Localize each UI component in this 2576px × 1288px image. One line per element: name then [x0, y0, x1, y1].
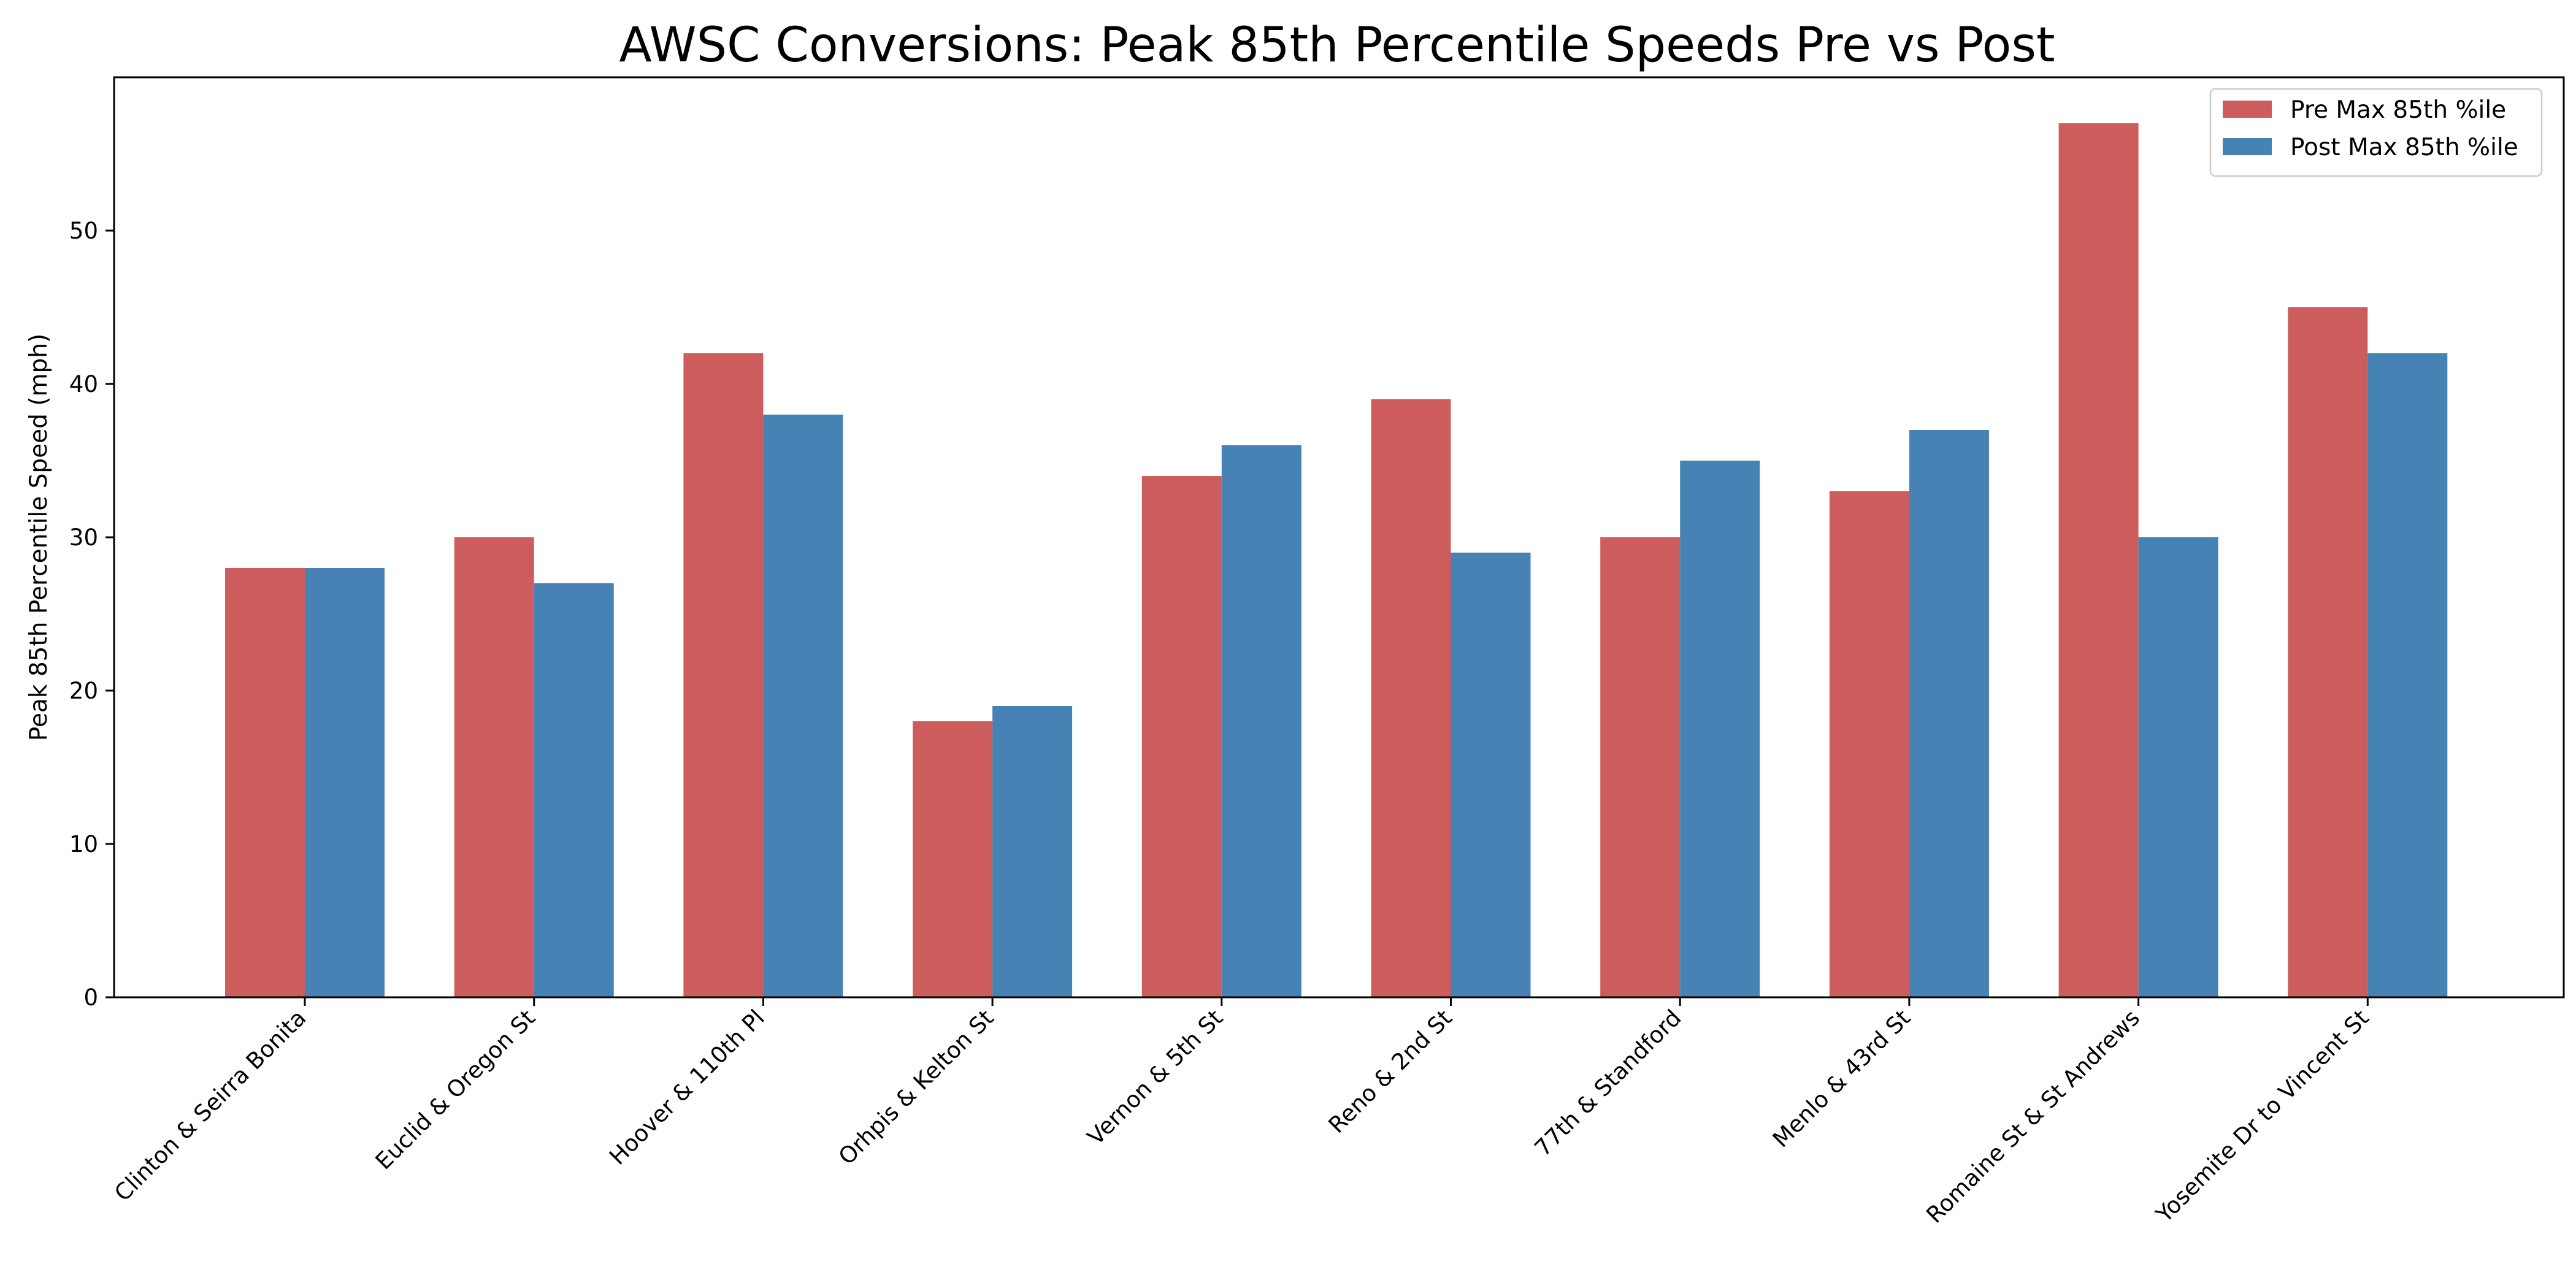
- bar-post-hoover-110th-pl: [763, 415, 843, 997]
- legend-swatch-pre: [2223, 101, 2272, 118]
- legend: Pre Max 85th %ile Post Max 85th %ile: [2209, 88, 2543, 177]
- bar-pre-hoover-110th-pl: [683, 353, 764, 997]
- bar-post-clinton-seirra-bonita: [305, 568, 385, 997]
- bar-post-euclid-oregon-st: [534, 583, 614, 997]
- bar-pre-reno-2nd-st: [1371, 399, 1451, 997]
- bar-post-77th-standford: [1680, 461, 1760, 997]
- bar-pre-romaine-st-st-andrews: [2058, 123, 2139, 997]
- legend-swatch-post: [2223, 138, 2272, 155]
- bar-pre-menlo-43rd-st: [1829, 491, 1909, 997]
- bar-post-orhpis-kelton-st: [992, 706, 1073, 997]
- bar-post-romaine-st-st-andrews: [2138, 537, 2218, 997]
- bar-post-reno-2nd-st: [1451, 553, 1531, 997]
- bar-pre-77th-standford: [1600, 537, 1681, 997]
- y-axis-label: Peak 85th Percentile Speed (mph): [25, 334, 53, 741]
- y-tick-label: 0: [83, 984, 98, 1011]
- bar-pre-euclid-oregon-st: [454, 537, 534, 997]
- y-tick-label: 20: [69, 678, 98, 704]
- bar-post-menlo-43rd-st: [1909, 430, 1989, 997]
- bar-pre-orhpis-kelton-st: [913, 721, 993, 997]
- legend-label-post: Post Max 85th %ile: [2290, 134, 2518, 161]
- y-tick-label: 40: [69, 371, 98, 397]
- y-tick-label: 10: [69, 831, 98, 857]
- y-tick-label: 30: [69, 524, 98, 551]
- bar-post-vernon-5th-st: [1221, 445, 1301, 997]
- bar-pre-clinton-seirra-bonita: [225, 568, 305, 997]
- bars-group: [225, 123, 2448, 997]
- y-tick-label: 50: [69, 218, 98, 244]
- legend-frame: [2209, 88, 2543, 177]
- bar-pre-yosemite-dr-to-vincent-st: [2288, 307, 2368, 997]
- plot-frame: [113, 76, 2565, 999]
- chart-title: AWSC Conversions: Peak 85th Percentile S…: [619, 18, 2055, 73]
- y-axis: 0 10 20 30 40 50: [69, 218, 114, 1011]
- legend-label-pre: Pre Max 85th %ile: [2290, 96, 2506, 124]
- bar-pre-vernon-5th-st: [1141, 476, 1222, 997]
- bar-post-yosemite-dr-to-vincent-st: [2367, 353, 2448, 997]
